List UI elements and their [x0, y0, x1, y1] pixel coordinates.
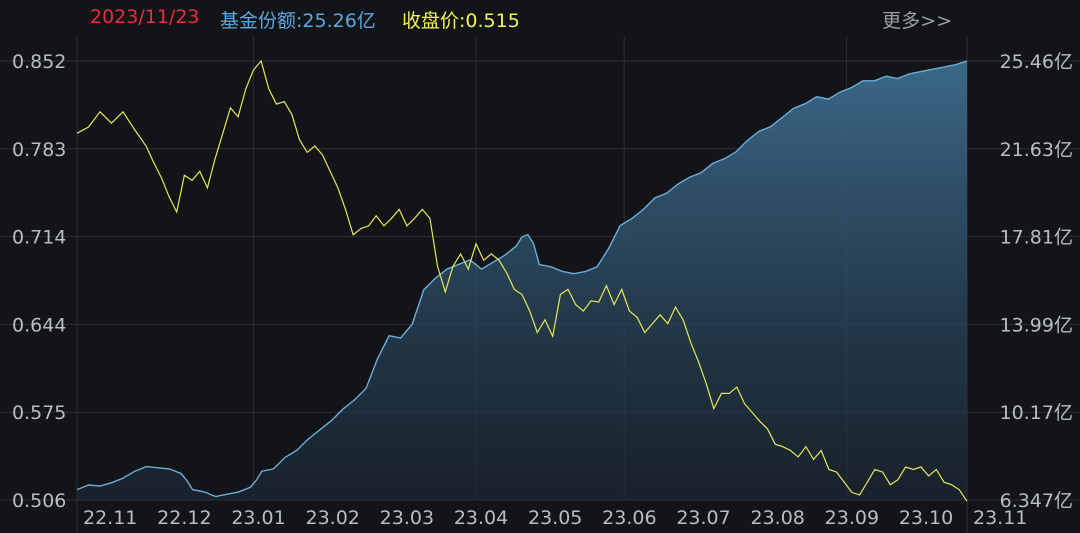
x-tick-label: 23.04: [454, 507, 508, 529]
y-right-tick-label: 17.81亿: [1000, 227, 1073, 249]
fund-share-series: [76, 60, 968, 500]
x-tick-label: 22.11: [83, 507, 137, 529]
close-price-label: 收盘价:0.515: [402, 10, 520, 32]
x-tick-label: 23.11: [973, 507, 1027, 529]
fund-share-line: [76, 60, 968, 498]
y-right-tick-label: 25.46亿: [1000, 51, 1073, 73]
close-price-line: [76, 59, 968, 502]
y-left-tick-label: 0.714: [12, 227, 66, 249]
x-tick-label: 23.05: [528, 507, 582, 529]
x-tick-label: 23.09: [825, 507, 879, 529]
close-price-series: [76, 59, 968, 502]
x-tick-label: 23.03: [380, 507, 434, 529]
left-y-axis: 0.852 0.783 0.714 0.644 0.575 0.506: [12, 51, 66, 512]
x-tick-label: 23.06: [602, 507, 656, 529]
x-tick-label: 23.01: [231, 507, 285, 529]
y-right-tick-label: 21.63亿: [1000, 139, 1073, 161]
y-right-tick-label: 13.99亿: [1000, 314, 1073, 336]
x-axis: 22.11 22.12 23.01 23.02 23.03 23.04 23.05 23.06…: [83, 507, 1027, 529]
x-tick-label: 23.10: [899, 507, 953, 529]
right-y-axis: 25.46亿 21.63亿 17.81亿 13.99亿 10.17亿 6.347亿: [1000, 51, 1073, 512]
y-right-tick-label: 10.17亿: [1000, 402, 1073, 424]
fund-share-label: 基金份额:25.26亿: [220, 10, 376, 32]
date-label: 2023/11/23: [90, 6, 200, 28]
y-right-tick-label: 6.347亿: [1000, 490, 1073, 512]
fund-share-area: [77, 61, 967, 500]
y-left-tick-label: 0.575: [12, 402, 66, 424]
chart-header: 2023/11/23 基金份额:25.26亿 收盘价:0.515 更多>>: [0, 0, 1080, 36]
y-left-tick-label: 0.506: [12, 490, 66, 512]
x-tick-label: 23.02: [306, 507, 360, 529]
y-left-tick-label: 0.783: [12, 139, 66, 161]
more-link[interactable]: 更多>>: [882, 10, 952, 32]
x-tick-label: 23.08: [751, 507, 805, 529]
x-tick-label: 23.07: [676, 507, 730, 529]
y-left-tick-label: 0.644: [12, 314, 66, 336]
x-tick-label: 22.12: [157, 507, 211, 529]
y-left-tick-label: 0.852: [12, 51, 66, 73]
